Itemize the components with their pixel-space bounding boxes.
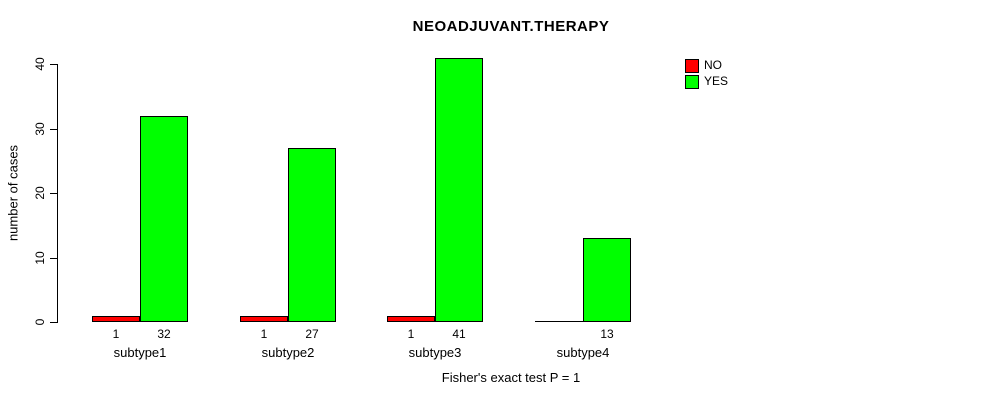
bar-no-subtype2: [240, 316, 288, 322]
y-tick-label: 30: [33, 122, 47, 136]
category-label-subtype2: subtype2: [261, 345, 315, 360]
bar-yes-subtype3: [435, 58, 483, 322]
chart-title: NEOADJUVANT.THERAPY: [412, 18, 610, 35]
legend-label-yes: YES: [704, 74, 729, 88]
bar-value-label: 41: [452, 327, 466, 341]
y-tick: [50, 64, 57, 65]
bar-value-label: 1: [112, 327, 120, 341]
bar-yes-subtype2: [288, 148, 336, 322]
legend-swatch-no-icon: [685, 58, 699, 73]
bar-yes-subtype4: [583, 238, 631, 322]
y-tick-label: 20: [33, 186, 47, 200]
category-label-subtype4: subtype4: [556, 345, 610, 360]
bar-value-label: 32: [157, 327, 171, 341]
y-tick-label: 0: [33, 318, 47, 326]
y-tick: [50, 322, 57, 323]
legend-label-no: NO: [704, 58, 722, 72]
category-label-subtype3: subtype3: [408, 345, 462, 360]
y-tick-label: 10: [33, 251, 47, 265]
bar-value-label: 27: [305, 327, 319, 341]
y-axis-label: number of cases: [5, 144, 21, 242]
bar-value-label: 1: [260, 327, 268, 341]
legend: NO YES: [685, 58, 728, 90]
bar-value-label: 1: [407, 327, 415, 341]
y-tick: [50, 193, 57, 194]
bar-no-subtype3: [387, 316, 435, 322]
y-axis-line: [57, 64, 58, 323]
y-tick: [50, 129, 57, 130]
bar-no-subtype1: [92, 316, 140, 322]
legend-swatch-yes-icon: [685, 74, 699, 89]
x-axis-caption: Fisher's exact test P = 1: [441, 370, 581, 385]
legend-item-no: NO: [685, 58, 728, 73]
legend-item-yes: YES: [685, 74, 728, 89]
category-label-subtype1: subtype1: [113, 345, 167, 360]
y-tick-label: 40: [33, 57, 47, 71]
bar-value-label: 13: [600, 327, 614, 341]
y-tick: [50, 258, 57, 259]
bar-no-subtype4: [535, 321, 583, 322]
bar-yes-subtype1: [140, 116, 188, 322]
